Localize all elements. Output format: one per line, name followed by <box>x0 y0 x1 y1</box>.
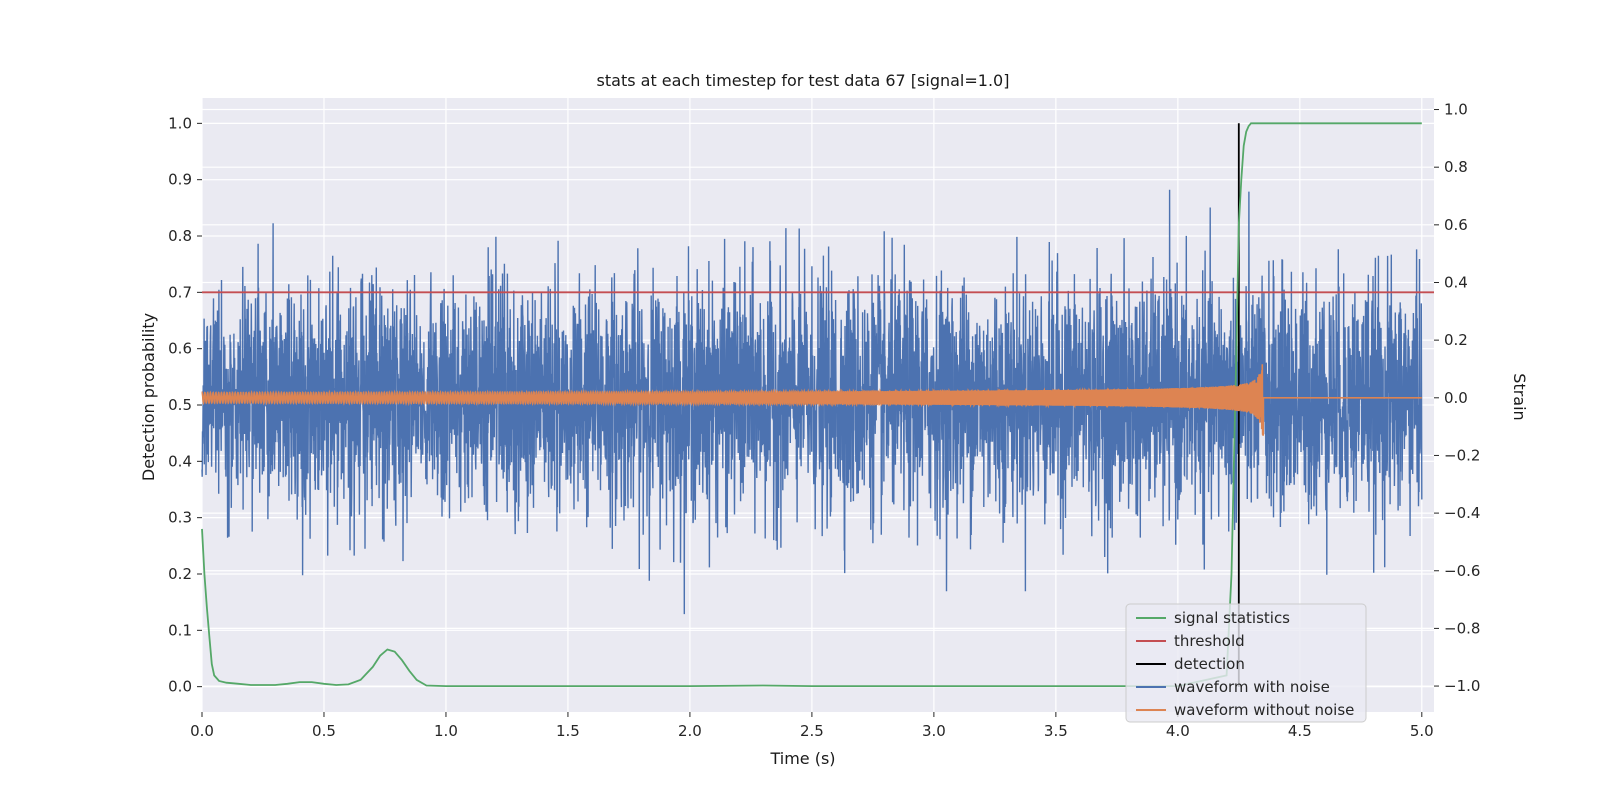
y-left-tick-label: 0.1 <box>168 621 192 639</box>
y-right-tick-label: −0.6 <box>1444 562 1480 580</box>
x-tick-label: 4.5 <box>1288 722 1312 740</box>
series-signal-statistics <box>201 122 1422 687</box>
y-axis-label-left: Detection probability <box>139 313 158 481</box>
y-left-tick-label: 0.0 <box>168 678 192 696</box>
legend-box <box>1125 603 1367 723</box>
y-left-tick-label: 0.3 <box>168 509 192 527</box>
y-left-tick-label: 0.4 <box>168 452 192 470</box>
y-right-tick-label: −0.8 <box>1444 619 1480 637</box>
y-left-tick-label: 0.5 <box>168 396 192 414</box>
series-waveform-with-noise <box>201 189 1423 615</box>
y-left-tick-label: 0.8 <box>168 227 192 245</box>
waveform-with-noise-layer <box>201 189 1423 615</box>
y-right-tick-label: −1.0 <box>1444 677 1480 695</box>
y-right-tick-label: 0.4 <box>1444 273 1468 291</box>
x-tick-label: 3.5 <box>1044 722 1068 740</box>
y-left-tick-label: 0.9 <box>168 171 192 189</box>
legend: signal statistics threshold detection wavef… <box>1125 603 1367 723</box>
x-tick-label: 4.0 <box>1166 722 1190 740</box>
y-right-tick-label: 0.0 <box>1444 389 1468 407</box>
x-tick-label: 3.0 <box>922 722 946 740</box>
y-right-tick-label: −0.4 <box>1444 504 1480 522</box>
chart-title: stats at each timestep for test data 67 … <box>597 71 1010 90</box>
y-left-tick-label: 0.2 <box>168 565 192 583</box>
y-left-tick-label: 0.6 <box>168 340 192 358</box>
y-right-tick-label: 0.8 <box>1444 158 1468 176</box>
x-axis-label: Time (s) <box>769 749 835 768</box>
y-right-tick-label: 1.0 <box>1444 101 1468 119</box>
x-tick-label: 0.5 <box>312 722 336 740</box>
legend-entry-label: waveform with noise <box>1174 678 1330 696</box>
x-tick-label: 5.0 <box>1410 722 1434 740</box>
x-tick-label: 2.0 <box>678 722 702 740</box>
x-tick-label: 1.0 <box>434 722 458 740</box>
y-right-tick-label: 0.6 <box>1444 216 1468 234</box>
legend-entry-label: waveform without noise <box>1174 701 1354 719</box>
y-right-tick-label: 0.2 <box>1444 331 1468 349</box>
y-left-tick-label: 1.0 <box>168 114 192 132</box>
y-right-tick-label: −0.2 <box>1444 446 1480 464</box>
legend-entry-label: detection <box>1174 655 1245 673</box>
waveform-without-noise-layer <box>201 364 1422 436</box>
x-tick-label: 2.5 <box>800 722 824 740</box>
y-left-tick-label: 0.7 <box>168 283 192 301</box>
series-waveform-without-noise <box>201 364 1422 436</box>
axes: 0.0 0.5 1.0 1.5 2.0 2.5 3.0 3.5 4.0 4.5 5.0 0.0 0.1 0… <box>168 101 1480 740</box>
x-tick-label: 0.0 <box>190 722 214 740</box>
legend-entry-label: threshold <box>1174 632 1245 650</box>
x-tick-label: 1.5 <box>556 722 580 740</box>
y-axis-label-right: Strain <box>1510 373 1529 420</box>
legend-entry-label: signal statistics <box>1174 609 1290 627</box>
